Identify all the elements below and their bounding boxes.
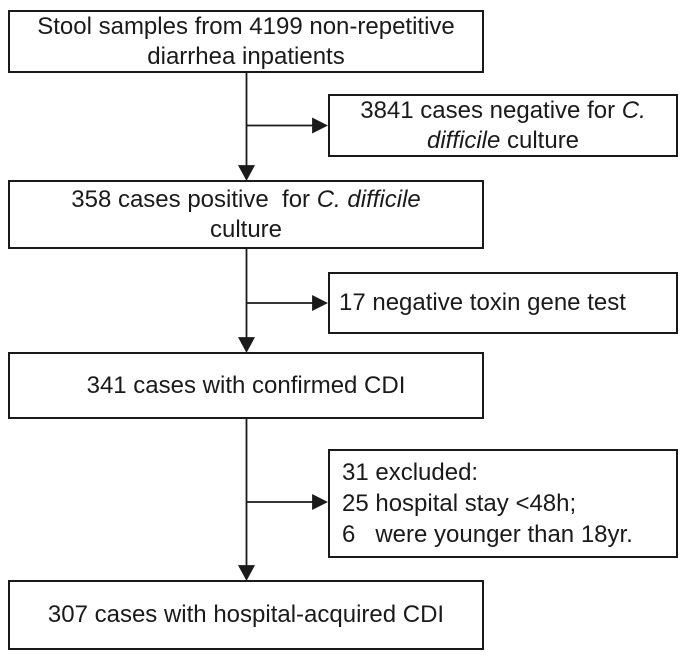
arrowhead-down-3 — [237, 565, 256, 581]
arrowhead-down-1 — [237, 165, 256, 181]
box-negative-culture-line1: 3841 cases negative for C. — [360, 96, 646, 124]
box-positive-culture-line1: 358 cases positive for C. difficile — [71, 185, 421, 213]
arrowhead-right-1 — [312, 117, 329, 134]
box-positive-culture-line2: culture — [209, 215, 283, 243]
box-positive-culture: 358 cases positive for C. difficile cult… — [8, 180, 484, 249]
box-excluded: 31 excluded: 25 hospital stay <48h; 6 we… — [328, 449, 678, 558]
box-toxin-negative-text: 17 negative toxin gene test — [339, 289, 626, 316]
arrowhead-right-3 — [312, 494, 329, 510]
box-hospital-acquired-cdi-text: 307 cases with hospital-acquired CDI — [47, 601, 445, 628]
box-confirmed-cdi: 341 cases with confirmed CDI — [8, 352, 484, 419]
box-excluded-line2: 25 hospital stay <48h; — [342, 490, 577, 517]
box-excluded-line3: 6 were younger than 18yr. — [342, 521, 633, 548]
box-stool-samples-line2: diarrhea inpatients — [147, 42, 345, 70]
box-negative-culture: 3841 cases negative for C. difficile cul… — [328, 94, 678, 157]
box-negative-culture-line2: difficile culture — [426, 126, 580, 154]
box-hospital-acquired-cdi: 307 cases with hospital-acquired CDI — [8, 580, 484, 650]
arrowhead-right-2 — [312, 295, 329, 311]
arrowhead-down-2 — [237, 337, 256, 353]
box-toxin-negative: 17 negative toxin gene test — [328, 272, 678, 334]
box-confirmed-cdi-text: 341 cases with confirmed CDI — [86, 371, 406, 399]
box-stool-samples-line1: Stool samples from 4199 non-repetitive — [37, 12, 455, 40]
box-stool-samples: Stool samples from 4199 non-repetitive d… — [8, 10, 484, 73]
box-excluded-line1: 31 excluded: — [342, 459, 479, 486]
